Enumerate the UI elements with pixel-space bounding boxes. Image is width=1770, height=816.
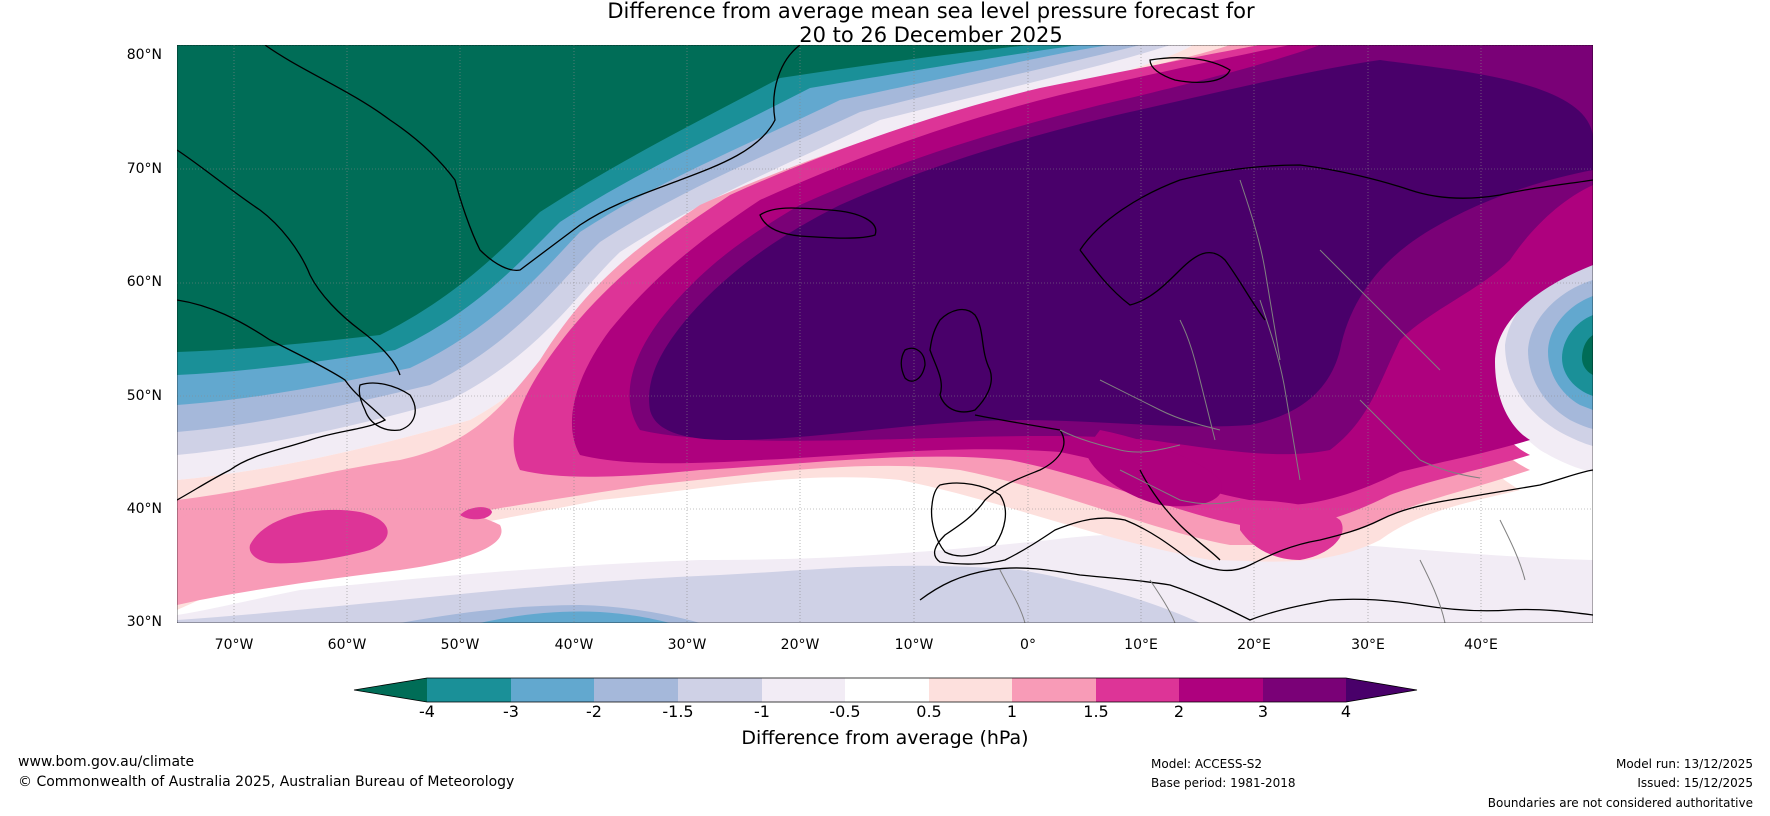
contour-neg-south-2 — [177, 565, 1200, 623]
europe-coast — [933, 414, 1593, 572]
africa-coast — [919, 567, 1593, 621]
base-period: Base period: 1981-2018 — [1151, 776, 1296, 790]
contour-neg-east-6 — [1582, 335, 1593, 375]
lon-label: 60°W — [327, 637, 367, 653]
colorbar-title: Difference from average (hPa) — [741, 727, 1029, 749]
iberia-coast — [930, 482, 1007, 557]
colorbar-outline — [353, 677, 1418, 703]
lon-label: 30°E — [1351, 637, 1385, 653]
colorbar-tick: -0.5 — [829, 702, 861, 721]
lat-label: 50°N — [126, 388, 162, 404]
svalbard-coast — [1149, 57, 1231, 83]
colorbar-tick: -1.5 — [662, 702, 694, 721]
colorbar-tick: 3 — [1257, 702, 1269, 721]
colorbar-segment — [1012, 678, 1096, 702]
graticule — [177, 45, 1593, 623]
lat-label: 70°N — [126, 161, 162, 177]
disclaimer: Boundaries are not considered authoritat… — [1487, 796, 1753, 810]
colorbar-tick: -4 — [419, 702, 435, 721]
lon-label: 20°W — [780, 637, 820, 653]
title-line-1: Difference from average mean sea level p… — [607, 0, 1255, 23]
lon-label: 40°E — [1464, 637, 1498, 653]
colorbar-segment — [1096, 678, 1179, 702]
copyright: © Commonwealth of Australia 2025, Austra… — [18, 774, 515, 790]
contour-pos-med-1 — [1240, 500, 1343, 560]
colorbar-segment — [1263, 678, 1346, 702]
newfoundland-coast — [358, 382, 416, 431]
colorbar-segment — [511, 678, 594, 702]
lat-label: 30°N — [126, 614, 162, 630]
greenland-west — [177, 149, 401, 376]
colorbar — [353, 677, 1418, 703]
lat-label: 60°N — [126, 274, 162, 290]
contour-neg-south-4 — [480, 611, 670, 623]
contour-pos-4 — [649, 60, 1593, 440]
model-run: Model run: 13/12/2025 — [1615, 757, 1753, 771]
coastlines — [177, 45, 1593, 621]
colorbar-tick: 4 — [1340, 702, 1352, 721]
italy-coast — [1139, 469, 1221, 561]
colorbar-segment — [1179, 678, 1263, 702]
colorbar-tick: -1 — [754, 702, 770, 721]
lon-label: 10°W — [894, 637, 934, 653]
contour-pos-med-2 — [1085, 430, 1222, 507]
lon-label: 70°W — [214, 637, 254, 653]
contour-pos-sub-2 — [249, 509, 388, 564]
model-name: Model: ACCESS-S2 — [1151, 757, 1263, 771]
labrador-coast — [177, 299, 387, 501]
colorbar-tick: 1 — [1006, 702, 1018, 721]
lat-label: 40°N — [126, 501, 162, 517]
pressure-anomaly-field — [177, 45, 1593, 623]
colorbar-segment — [845, 678, 929, 702]
colorbar-extend-high — [1346, 678, 1417, 702]
contour-pos-sub-3 — [460, 507, 492, 520]
lon-label: 30°W — [667, 637, 707, 653]
contour-neg-max — [177, 45, 1030, 352]
colorbar-tick: -2 — [586, 702, 602, 721]
lon-label: 40°W — [554, 637, 594, 653]
website-url: www.bom.gov.au/climate — [18, 754, 195, 770]
colorbar-segment — [427, 678, 511, 702]
lat-label: 80°N — [126, 47, 162, 63]
colorbar-segment — [594, 678, 678, 702]
colorbar-segment — [762, 678, 845, 702]
colorbar-tick: 0.5 — [916, 702, 942, 721]
colorbar-tick: 1.5 — [1083, 702, 1109, 721]
colorbar-segment — [929, 678, 1012, 702]
lon-label: 10°E — [1124, 637, 1158, 653]
contour-neg-east-5 — [1562, 315, 1593, 396]
lon-label: 20°E — [1237, 637, 1271, 653]
colorbar-segment — [678, 678, 762, 702]
colorbar-tick: -3 — [503, 702, 519, 721]
iceland-coast — [759, 207, 877, 239]
greenland-coast — [264, 45, 801, 271]
country-borders — [999, 179, 1526, 623]
ireland-coast — [900, 347, 926, 382]
map-title: Difference from average mean sea level p… — [0, 0, 1770, 47]
colorbar-extend-low — [354, 678, 427, 702]
uk-coast — [929, 308, 992, 413]
title-line-2: 20 to 26 December 2025 — [799, 23, 1063, 47]
scandinavia-coast — [1079, 164, 1593, 321]
issued-date: Issued: 15/12/2025 — [1637, 776, 1753, 790]
lon-label: 50°W — [440, 637, 480, 653]
colorbar-tick: 2 — [1173, 702, 1185, 721]
lon-label: 0° — [1020, 637, 1036, 653]
